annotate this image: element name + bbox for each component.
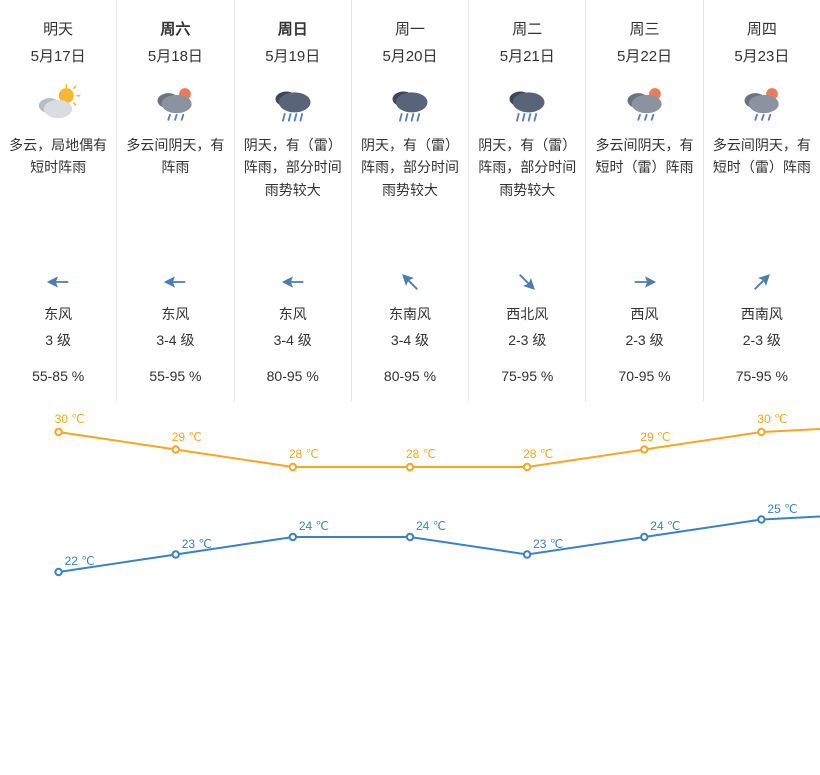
low-temp-label: 23 ℃ (182, 537, 212, 551)
day-name: 周日 (278, 18, 308, 39)
weather-icon (385, 84, 435, 124)
temperature-chart: 30 ℃ 22 ℃ 29 ℃ 23 ℃ 28 ℃ 24 ℃ 28 ℃ 24 ℃ 28 ℃ 23 ℃… (0, 402, 820, 597)
low-temp-label: 25 ℃ (767, 502, 797, 516)
day-name: 周二 (512, 18, 542, 39)
weather-icon (33, 84, 83, 124)
low-temp-label: 24 ℃ (416, 519, 446, 533)
wind-direction: 西北风 (506, 304, 548, 324)
wind-direction: 西风 (631, 304, 659, 324)
wind-direction: 东风 (161, 304, 189, 324)
humidity-range: 80-95 % (384, 368, 436, 384)
wind-level: 3-4 级 (391, 330, 429, 350)
weather-icon (737, 84, 787, 124)
wind-arrow-icon (44, 268, 72, 296)
weather-icon (268, 84, 318, 124)
wind-arrow-icon (513, 268, 541, 296)
day-column[interactable]: 周四 5月23日 多云间阴天，有短时（雷）阵雨 西南风 2-3 级 75-95 … (704, 0, 820, 402)
weather-condition: 多云间阴天，有阵雨 (121, 134, 229, 246)
day-date: 5月20日 (382, 45, 437, 66)
day-column[interactable]: 周三 5月22日 多云间阴天，有短时（雷）阵雨 西风 2-3 级 70-95 % (586, 0, 703, 402)
weather-condition: 阴天，有（雷）阵雨，部分时间雨势较大 (473, 134, 581, 246)
wind-arrow-icon (748, 268, 776, 296)
day-name: 周四 (747, 18, 777, 39)
humidity-range: 55-85 % (32, 368, 84, 384)
high-temp-label: 29 ℃ (640, 430, 670, 444)
weather-icon (620, 84, 670, 124)
wind-level: 2-3 级 (625, 330, 663, 350)
weather-condition: 多云，局地偶有短时阵雨 (4, 134, 112, 246)
day-date: 5月22日 (617, 45, 672, 66)
wind-direction: 东南风 (389, 304, 431, 324)
humidity-range: 75-95 % (501, 368, 553, 384)
high-temp-label: 28 ℃ (289, 447, 319, 461)
humidity-range: 80-95 % (267, 368, 319, 384)
wind-level: 3-4 级 (274, 330, 312, 350)
day-column[interactable]: 周一 5月20日 阴天，有（雷）阵雨，部分时间雨势较大 东南风 3-4 级 80… (352, 0, 469, 402)
wind-arrow-icon (631, 268, 659, 296)
day-date: 5月23日 (734, 45, 789, 66)
day-column[interactable]: 周六 5月18日 多云间阴天，有阵雨 东风 3-4 级 55-95 % (117, 0, 234, 402)
high-temp-label: 28 ℃ (523, 447, 553, 461)
wind-arrow-icon (396, 268, 424, 296)
high-temp-label: 29 ℃ (172, 430, 202, 444)
low-temp-label: 24 ℃ (650, 519, 680, 533)
temperature-chart-svg (0, 402, 820, 597)
weather-condition: 阴天，有（雷）阵雨，部分时间雨势较大 (239, 134, 347, 246)
wind-arrow-icon (279, 268, 307, 296)
day-name: 周六 (160, 18, 190, 39)
day-date: 5月19日 (265, 45, 320, 66)
day-name: 周一 (395, 18, 425, 39)
humidity-range: 55-95 % (149, 368, 201, 384)
wind-direction: 东风 (44, 304, 72, 324)
day-date: 5月18日 (148, 45, 203, 66)
wind-level: 3 级 (45, 330, 71, 350)
weather-condition: 阴天，有（雷）阵雨，部分时间雨势较大 (356, 134, 464, 246)
day-name: 明天 (43, 18, 73, 39)
forecast-row: 明天 5月17日 多云，局地偶有短时阵雨 东风 3 级 55-85 % 周六 5… (0, 0, 820, 402)
wind-level: 2-3 级 (743, 330, 781, 350)
weather-condition: 多云间阴天，有短时（雷）阵雨 (590, 134, 698, 246)
wind-arrow-icon (161, 268, 189, 296)
day-name: 周三 (630, 18, 660, 39)
weather-icon (502, 84, 552, 124)
humidity-range: 75-95 % (736, 368, 788, 384)
high-temp-label: 28 ℃ (406, 447, 436, 461)
day-date: 5月17日 (31, 45, 86, 66)
wind-level: 2-3 级 (508, 330, 546, 350)
high-temp-label: 30 ℃ (55, 412, 85, 426)
high-temp-label: 30 ℃ (757, 412, 787, 426)
weather-condition: 多云间阴天，有短时（雷）阵雨 (708, 134, 816, 246)
day-column[interactable]: 周二 5月21日 阴天，有（雷）阵雨，部分时间雨势较大 西北风 2-3 级 75… (469, 0, 586, 402)
humidity-range: 70-95 % (618, 368, 670, 384)
day-date: 5月21日 (500, 45, 555, 66)
low-temp-label: 22 ℃ (65, 554, 95, 568)
day-column[interactable]: 明天 5月17日 多云，局地偶有短时阵雨 东风 3 级 55-85 % (0, 0, 117, 402)
low-temp-label: 23 ℃ (533, 537, 563, 551)
wind-direction: 东风 (279, 304, 307, 324)
weather-icon (150, 84, 200, 124)
wind-level: 3-4 级 (156, 330, 194, 350)
day-column[interactable]: 周日 5月19日 阴天，有（雷）阵雨，部分时间雨势较大 东风 3-4 级 80-… (235, 0, 352, 402)
low-temp-label: 24 ℃ (299, 519, 329, 533)
wind-direction: 西南风 (741, 304, 783, 324)
